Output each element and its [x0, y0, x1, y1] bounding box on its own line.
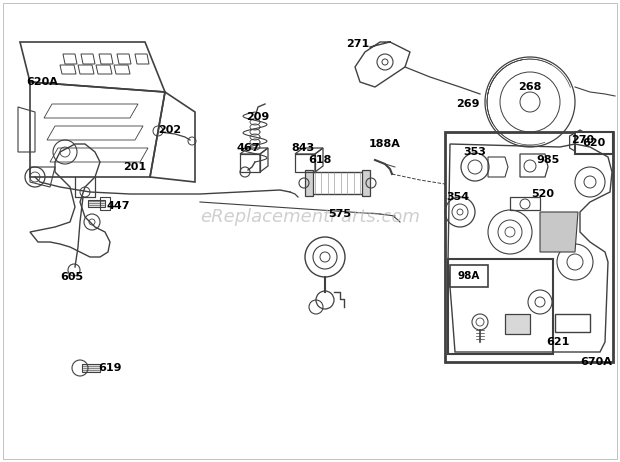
- Text: 209: 209: [246, 112, 270, 122]
- Text: 985: 985: [536, 155, 560, 165]
- Text: 270: 270: [572, 135, 595, 145]
- Text: 621: 621: [546, 337, 570, 347]
- Polygon shape: [82, 364, 100, 372]
- Bar: [310, 172, 365, 194]
- Polygon shape: [505, 314, 530, 334]
- Text: eReplacementParts.com: eReplacementParts.com: [200, 208, 420, 226]
- Text: 202: 202: [159, 125, 182, 135]
- Text: 618: 618: [308, 155, 332, 165]
- Text: 353: 353: [464, 147, 487, 157]
- Text: 271: 271: [347, 39, 370, 49]
- Text: 619: 619: [98, 363, 122, 373]
- Text: 575: 575: [329, 209, 352, 219]
- Text: 268: 268: [518, 82, 542, 92]
- Bar: [450, 265, 488, 287]
- Polygon shape: [540, 212, 578, 252]
- Bar: [362, 170, 370, 196]
- Bar: [305, 170, 313, 196]
- Text: 605: 605: [60, 272, 84, 282]
- Text: 467: 467: [236, 143, 260, 153]
- Text: 620: 620: [582, 138, 606, 148]
- Text: 354: 354: [446, 192, 469, 202]
- Bar: [445, 132, 613, 362]
- Text: 670A: 670A: [580, 357, 612, 367]
- Text: 520: 520: [531, 189, 554, 199]
- Text: 843: 843: [291, 143, 314, 153]
- Bar: [575, 132, 613, 154]
- Text: 188A: 188A: [369, 139, 401, 149]
- Polygon shape: [88, 200, 105, 207]
- Text: 447: 447: [106, 201, 130, 211]
- Text: 269: 269: [456, 99, 480, 109]
- Text: 620A: 620A: [26, 77, 58, 87]
- Bar: [448, 259, 553, 354]
- Text: 201: 201: [123, 162, 146, 172]
- Text: 98A: 98A: [458, 271, 480, 281]
